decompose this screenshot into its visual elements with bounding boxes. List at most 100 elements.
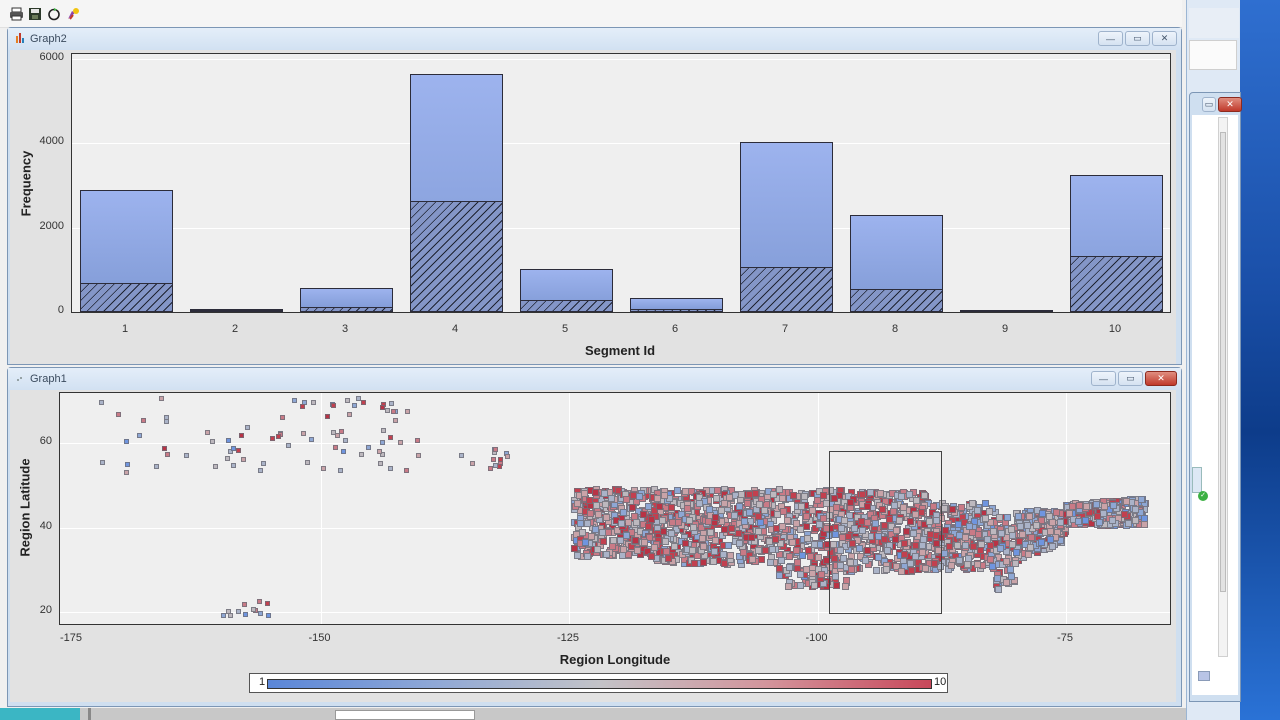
data-point	[872, 520, 880, 528]
data-point	[392, 417, 398, 423]
data-point	[820, 492, 828, 500]
data-point	[824, 541, 832, 549]
data-point	[656, 503, 664, 511]
data-point	[583, 553, 591, 561]
data-point	[758, 556, 766, 564]
vertical-scrollbar[interactable]	[1218, 117, 1228, 657]
gridline	[60, 612, 1170, 613]
close-button[interactable]: ✕	[1145, 371, 1177, 386]
data-point	[587, 533, 595, 541]
data-point	[269, 436, 275, 442]
minimize-button[interactable]: —	[1098, 31, 1123, 46]
bar-segment-7[interactable]	[740, 142, 833, 312]
close-button[interactable]: ✕	[1218, 97, 1242, 112]
graph2-titlebar[interactable]: Graph2 — ▭ ✕	[8, 28, 1181, 50]
data-point	[601, 500, 609, 508]
workflow-node[interactable]	[1192, 467, 1202, 493]
data-point	[577, 519, 585, 527]
print-icon[interactable]	[8, 6, 24, 22]
data-point	[607, 494, 615, 502]
map-plot-area[interactable]	[59, 392, 1171, 625]
data-point	[1007, 566, 1015, 574]
data-point	[662, 547, 670, 555]
data-point	[790, 491, 798, 499]
data-point	[711, 537, 719, 545]
data-point	[686, 516, 694, 524]
bar-segment-10[interactable]	[1070, 174, 1163, 312]
selected-portion	[741, 267, 832, 311]
data-point	[840, 517, 848, 525]
data-point	[734, 529, 742, 537]
data-point	[727, 525, 735, 533]
bar-segment-3[interactable]	[300, 287, 393, 312]
data-point	[684, 504, 692, 512]
data-point	[858, 491, 866, 499]
data-point	[225, 438, 231, 444]
data-point	[380, 404, 386, 410]
data-point	[767, 559, 775, 567]
data-point	[124, 461, 130, 467]
data-point	[905, 491, 913, 499]
bar-segment-9[interactable]	[960, 310, 1053, 312]
data-point	[644, 522, 652, 530]
data-point	[801, 493, 809, 501]
panel-toggle-icon[interactable]	[1198, 671, 1210, 681]
data-point	[300, 403, 306, 409]
bar-segment-5[interactable]	[520, 268, 613, 312]
data-point	[788, 539, 796, 547]
data-point	[809, 569, 817, 577]
data-point	[710, 557, 718, 565]
selection-rectangle[interactable]	[829, 451, 942, 615]
data-point	[1100, 509, 1108, 517]
data-point	[796, 582, 804, 590]
paint-icon[interactable]	[65, 6, 81, 22]
data-point	[776, 486, 784, 494]
data-point	[705, 506, 713, 514]
data-point	[993, 575, 1001, 583]
data-point	[901, 550, 909, 558]
data-point	[1138, 495, 1146, 503]
data-point	[279, 415, 285, 421]
data-point	[769, 546, 777, 554]
bar-segment-1[interactable]	[80, 190, 173, 312]
bar-segment-4[interactable]	[410, 74, 503, 312]
data-point	[165, 451, 171, 457]
bar-segment-6[interactable]	[630, 298, 723, 312]
close-button[interactable]: ✕	[1152, 31, 1177, 46]
data-point	[721, 559, 729, 567]
data-point	[1122, 497, 1130, 505]
data-point	[803, 535, 811, 543]
data-point	[839, 554, 847, 562]
bar-segment-2[interactable]	[190, 308, 283, 312]
data-point	[721, 500, 729, 508]
data-point	[238, 433, 244, 439]
data-point	[124, 439, 130, 445]
bar-segment-8[interactable]	[850, 215, 943, 312]
data-point	[1121, 510, 1129, 518]
refresh-icon[interactable]	[46, 6, 62, 22]
data-point	[356, 395, 362, 401]
maximize-button[interactable]: ▭	[1118, 371, 1143, 386]
data-point	[304, 459, 310, 465]
maximize-button[interactable]: ▭	[1202, 97, 1216, 112]
data-point	[617, 537, 625, 545]
data-point	[634, 546, 642, 554]
data-point	[661, 492, 669, 500]
data-point	[617, 520, 625, 528]
data-point	[1027, 533, 1035, 541]
maximize-button[interactable]: ▭	[1125, 31, 1150, 46]
graph1-titlebar[interactable]: Graph1 — ▭ ✕	[8, 368, 1181, 390]
data-point	[661, 537, 669, 545]
data-point	[997, 530, 1005, 538]
data-point	[162, 446, 168, 452]
data-point	[814, 496, 822, 504]
save-icon[interactable]	[27, 6, 43, 22]
minimize-button[interactable]: —	[1091, 371, 1116, 386]
data-point	[1076, 501, 1084, 509]
side-input-box[interactable]	[1189, 40, 1237, 70]
bar-plot-area[interactable]	[71, 53, 1171, 313]
data-point	[855, 545, 863, 553]
data-point	[668, 518, 676, 526]
data-point	[897, 492, 905, 500]
data-point	[578, 528, 586, 536]
